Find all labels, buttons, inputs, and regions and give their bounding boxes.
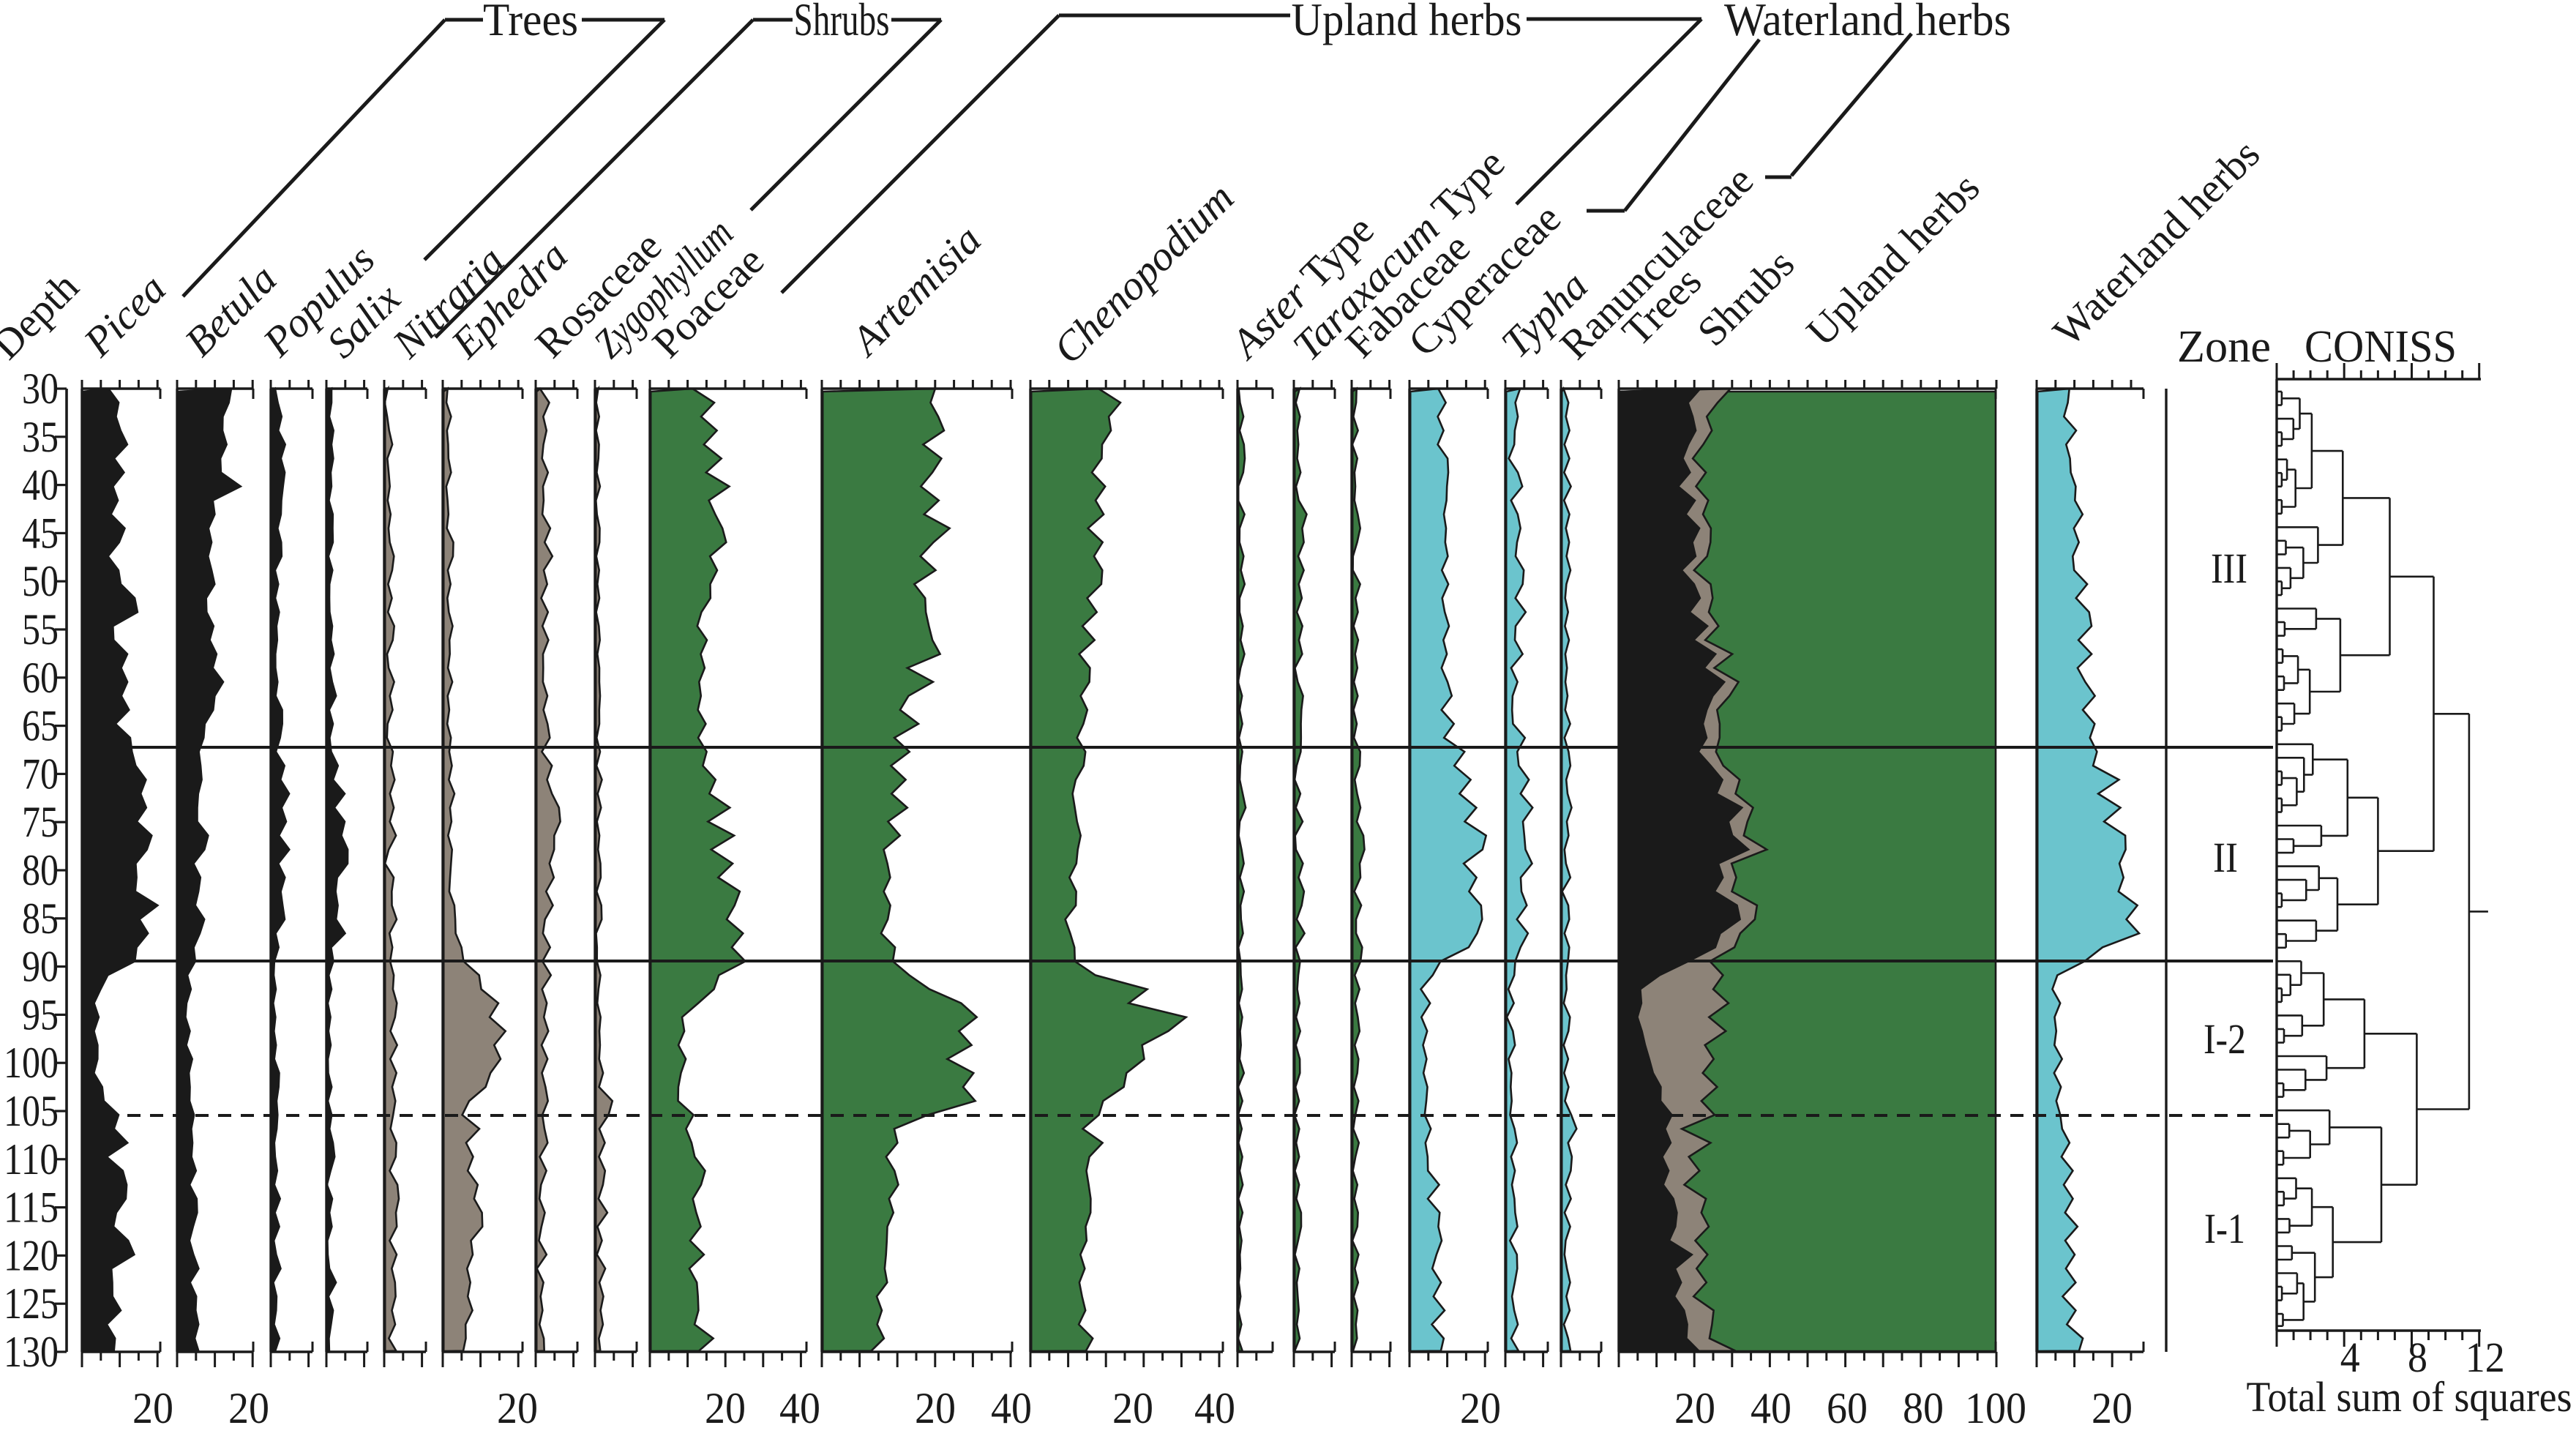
svg-text:65: 65: [22, 702, 59, 750]
svg-text:130: 130: [4, 1328, 59, 1376]
svg-text:120: 120: [4, 1231, 59, 1279]
svg-text:20: 20: [1460, 1384, 1501, 1432]
svg-text:110: 110: [4, 1135, 59, 1184]
svg-text:60: 60: [22, 654, 59, 702]
svg-text:20: 20: [915, 1384, 956, 1432]
svg-text:20: 20: [1112, 1384, 1153, 1432]
svg-text:I-1: I-1: [2204, 1205, 2245, 1252]
svg-text:95: 95: [22, 990, 59, 1039]
svg-text:50: 50: [22, 557, 59, 605]
svg-text:I-2: I-2: [2204, 1015, 2246, 1063]
svg-text:80: 80: [1903, 1384, 1944, 1432]
svg-text:40: 40: [991, 1384, 1032, 1432]
svg-text:Total sum of squares: Total sum of squares: [2247, 1373, 2572, 1421]
svg-text:60: 60: [1827, 1384, 1868, 1432]
svg-text:80: 80: [22, 846, 59, 894]
svg-text:Trees: Trees: [483, 0, 578, 45]
svg-text:20: 20: [2092, 1384, 2133, 1432]
svg-text:45: 45: [22, 509, 59, 557]
svg-text:90: 90: [22, 943, 59, 991]
svg-text:Upland herbs: Upland herbs: [1292, 0, 1522, 45]
svg-text:20: 20: [132, 1384, 173, 1432]
svg-text:70: 70: [22, 749, 59, 798]
svg-text:40: 40: [1194, 1384, 1235, 1432]
svg-text:II: II: [2213, 834, 2238, 881]
svg-text:40: 40: [779, 1384, 820, 1432]
svg-text:75: 75: [22, 798, 59, 846]
svg-text:4: 4: [2340, 1334, 2360, 1381]
svg-text:20: 20: [1674, 1384, 1715, 1432]
svg-text:105: 105: [4, 1087, 59, 1135]
svg-text:85: 85: [22, 894, 59, 943]
svg-text:20: 20: [705, 1384, 746, 1432]
svg-text:8: 8: [2408, 1334, 2427, 1381]
svg-text:12: 12: [2465, 1334, 2505, 1381]
svg-text:CONISS: CONISS: [2304, 322, 2457, 372]
svg-text:40: 40: [22, 461, 59, 509]
svg-text:115: 115: [4, 1184, 59, 1232]
svg-text:55: 55: [22, 605, 59, 654]
svg-text:40: 40: [1751, 1384, 1791, 1432]
svg-text:35: 35: [22, 413, 59, 461]
svg-text:Zone: Zone: [2177, 322, 2271, 372]
svg-text:125: 125: [4, 1279, 59, 1328]
svg-text:III: III: [2211, 545, 2247, 592]
svg-text:100: 100: [1965, 1384, 2026, 1432]
svg-text:20: 20: [497, 1384, 538, 1432]
svg-text:100: 100: [4, 1039, 59, 1087]
svg-text:20: 20: [228, 1384, 269, 1432]
svg-text:30: 30: [22, 364, 59, 413]
svg-text:Waterland herbs: Waterland herbs: [1724, 0, 2011, 45]
svg-text:Shrubs: Shrubs: [794, 0, 890, 45]
